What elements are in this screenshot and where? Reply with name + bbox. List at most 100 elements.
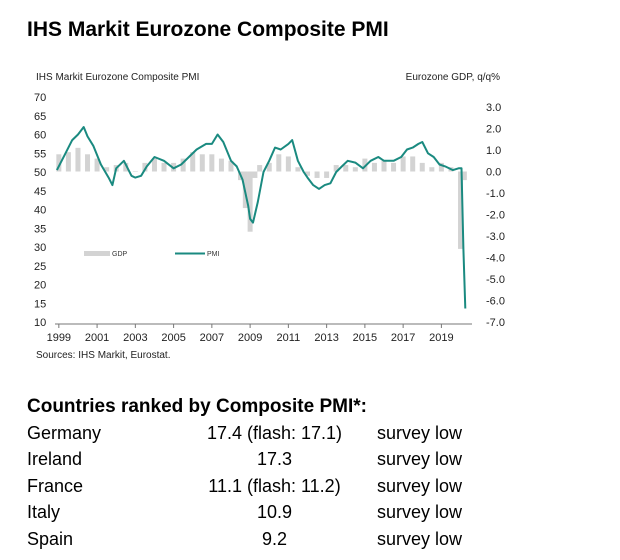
legend-gdp-swatch bbox=[84, 251, 110, 256]
right-axis-title: Eurozone GDP, q/q% bbox=[406, 72, 500, 83]
x-tick-label: 2019 bbox=[429, 332, 453, 344]
gdp-bar bbox=[438, 162, 444, 172]
right-tick-label: 3.0 bbox=[486, 102, 501, 114]
country-pmi: 9.2 bbox=[261, 528, 288, 549]
left-tick-label: 20 bbox=[34, 280, 46, 292]
gdp-bar bbox=[209, 154, 215, 172]
left-tick-label: 15 bbox=[34, 298, 46, 310]
x-tick-label: 2013 bbox=[314, 332, 338, 344]
right-tick-label: 0.0 bbox=[486, 167, 501, 179]
pmi-chart: IHS Markit Eurozone Composite PMI Eurozo… bbox=[34, 72, 505, 344]
gdp-bar bbox=[266, 162, 272, 172]
left-tick-label: 50 bbox=[34, 167, 46, 179]
gdp-bar bbox=[304, 171, 310, 176]
gdp-bar bbox=[190, 152, 196, 172]
country-name: Germany bbox=[27, 422, 102, 443]
x-tick-label: 2003 bbox=[123, 332, 147, 344]
gdp-bar bbox=[247, 171, 253, 232]
rankings-title: Countries ranked by Composite PMI*: bbox=[27, 396, 367, 417]
table-row: Italy 10.9 survey low bbox=[27, 500, 527, 527]
rankings-table: Germany 17.4 (flash: 17.1) survey low Ir… bbox=[27, 420, 527, 553]
gdp-bar bbox=[285, 156, 291, 172]
chart-inner-title: IHS Markit Eurozone Composite PMI bbox=[36, 72, 199, 83]
table-row: Germany 17.4 (flash: 17.1) survey low bbox=[27, 420, 527, 447]
gdp-bar bbox=[391, 162, 397, 172]
country-name: Ireland bbox=[27, 449, 83, 470]
gdp-bar bbox=[343, 165, 349, 172]
gdp-bar bbox=[218, 158, 224, 172]
gdp-bar bbox=[419, 162, 425, 172]
x-tick-label: 2009 bbox=[238, 332, 262, 344]
gdp-bars bbox=[56, 147, 467, 249]
table-row: France 11.1 (flash: 11.2) survey low bbox=[27, 473, 527, 500]
gdp-bar bbox=[458, 171, 464, 249]
left-axis: 70 65 60 55 50 45 40 35 30 25 20 15 10 bbox=[34, 92, 46, 329]
country-pmi: 17.3 bbox=[256, 449, 293, 470]
country-note: survey low bbox=[377, 528, 463, 549]
left-tick-label: 45 bbox=[34, 186, 46, 198]
left-tick-label: 55 bbox=[34, 148, 46, 160]
x-tick-label: 2011 bbox=[277, 332, 301, 344]
gdp-bar bbox=[65, 152, 71, 172]
right-tick-label: -3.0 bbox=[486, 231, 505, 243]
x-tick-label: 2017 bbox=[391, 332, 415, 344]
left-tick-label: 25 bbox=[34, 261, 46, 273]
right-tick-label: 1.0 bbox=[486, 145, 501, 157]
left-tick-label: 70 bbox=[34, 92, 46, 104]
gdp-bar bbox=[132, 171, 138, 172]
right-tick-label: -7.0 bbox=[486, 317, 505, 329]
gdp-bar bbox=[429, 167, 435, 172]
x-tick-label: 2001 bbox=[85, 332, 109, 344]
gdp-bar bbox=[199, 154, 205, 172]
x-tick-label: 2015 bbox=[353, 332, 377, 344]
country-note: survey low bbox=[377, 475, 463, 496]
table-row: Ireland 17.3 survey low bbox=[27, 447, 527, 474]
left-tick-label: 30 bbox=[34, 242, 46, 254]
gdp-bar bbox=[257, 165, 263, 172]
country-note: survey low bbox=[377, 422, 463, 443]
left-tick-label: 60 bbox=[34, 130, 46, 142]
x-axis: 1999 2001 2003 2005 2007 2009 2011 2013 2015 2017… bbox=[47, 324, 454, 344]
gdp-bar bbox=[56, 154, 62, 172]
gdp-bar bbox=[295, 167, 301, 172]
left-tick-label: 35 bbox=[34, 223, 46, 235]
gdp-bar bbox=[85, 154, 91, 172]
legend: GDP PMI bbox=[84, 251, 220, 258]
gdp-bar bbox=[400, 156, 406, 172]
country-name: France bbox=[27, 475, 84, 496]
gdp-bar bbox=[228, 160, 234, 172]
gdp-bar bbox=[75, 147, 81, 172]
right-tick-label: -5.0 bbox=[486, 274, 505, 286]
gdp-bar bbox=[333, 165, 339, 172]
x-tick-label: 2005 bbox=[161, 332, 185, 344]
left-tick-label: 65 bbox=[34, 111, 46, 123]
gdp-bar bbox=[142, 162, 148, 172]
right-axis: 3.0 2.0 1.0 0.0 -1.0 -2.0 -3.0 -4.0 -5.0 -6.0 -7.0 bbox=[486, 102, 505, 329]
country-note: survey low bbox=[377, 449, 463, 470]
right-tick-label: -2.0 bbox=[486, 210, 505, 222]
gdp-bar bbox=[161, 162, 167, 172]
gdp-bar bbox=[352, 167, 358, 172]
pmi-line bbox=[56, 126, 467, 309]
gdp-bar bbox=[324, 171, 330, 178]
legend-gdp-label: GDP bbox=[112, 251, 128, 258]
right-tick-label: 2.0 bbox=[486, 124, 501, 136]
gdp-bar bbox=[123, 162, 129, 172]
country-pmi: 17.4 (flash: 17.1) bbox=[206, 422, 343, 443]
country-pmi: 11.1 (flash: 11.2) bbox=[208, 475, 341, 496]
gdp-bar bbox=[151, 158, 157, 172]
gdp-bar bbox=[381, 160, 387, 172]
right-tick-label: -4.0 bbox=[486, 253, 505, 265]
gdp-bar bbox=[410, 156, 416, 172]
country-name: Italy bbox=[27, 502, 61, 523]
gdp-bar bbox=[180, 158, 186, 172]
chart-source: Sources: IHS Markit, Eurostat. bbox=[36, 350, 171, 361]
right-tick-label: -6.0 bbox=[486, 296, 505, 308]
gdp-bar bbox=[314, 171, 320, 178]
left-tick-label: 40 bbox=[34, 205, 46, 217]
gdp-bar bbox=[104, 167, 110, 172]
right-tick-label: -1.0 bbox=[486, 188, 505, 200]
table-row: Spain 9.2 survey low bbox=[27, 526, 527, 553]
gdp-bar bbox=[252, 171, 258, 178]
page-title: IHS Markit Eurozone Composite PMI bbox=[27, 18, 389, 41]
